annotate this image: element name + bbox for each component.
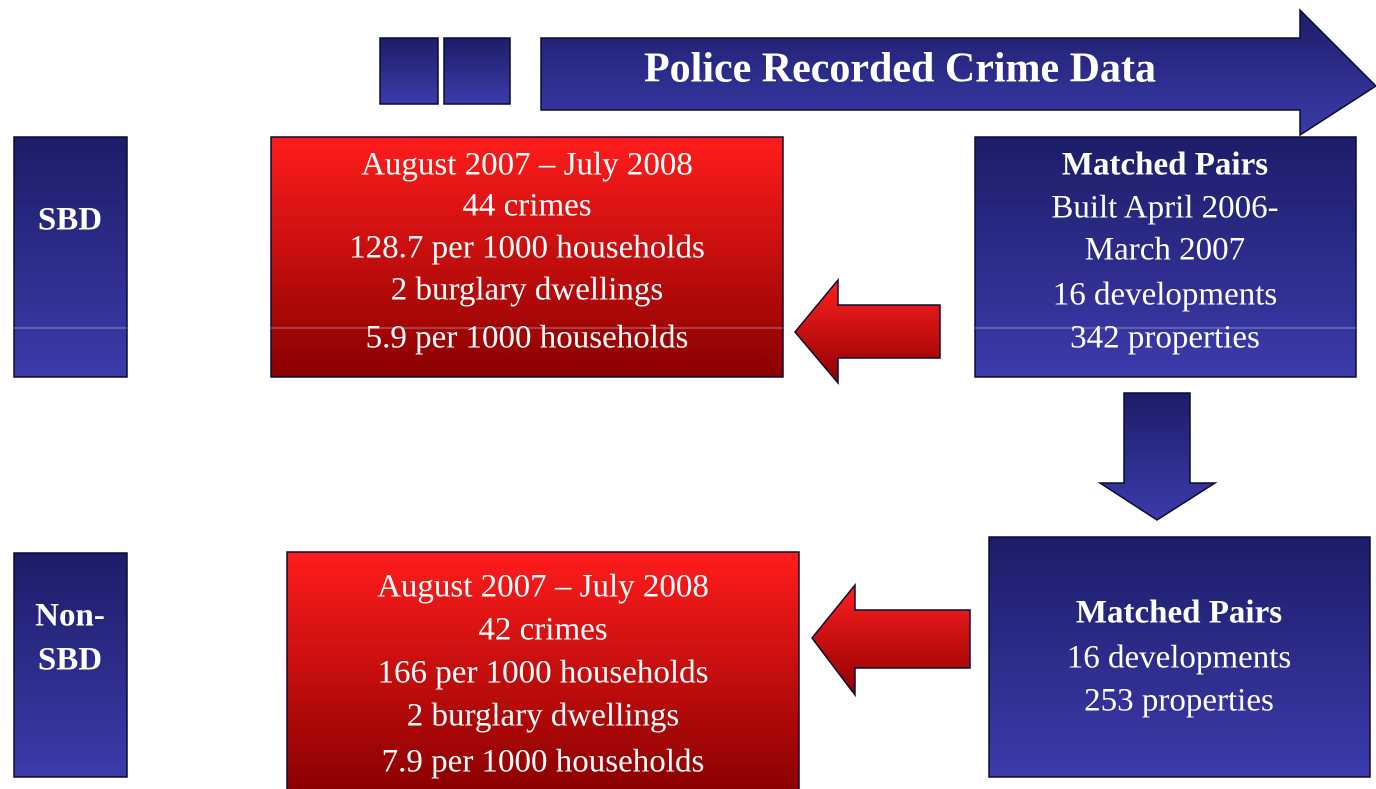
row-label: SBD: [38, 202, 102, 238]
title: Police Recorded Crime Data: [644, 46, 1156, 92]
sample-box: [974, 136, 1357, 378]
square: [443, 37, 511, 105]
left-arrow: [811, 582, 971, 698]
sample-line: 16 developments: [1067, 640, 1292, 676]
result-line: 166 per 1000 households: [378, 655, 709, 691]
sample-line: March 2007: [1085, 232, 1245, 268]
square: [379, 37, 439, 105]
non-sbd-bar: [13, 552, 128, 778]
sample-heading: Matched Pairs: [1076, 595, 1282, 631]
row-label: Non-: [35, 598, 105, 634]
sample-heading: Matched Pairs: [1062, 147, 1268, 183]
sample-line: 16 developments: [1053, 277, 1278, 313]
row-label: SBD: [38, 642, 102, 678]
result-line: 5.9 per 1000 households: [366, 320, 689, 356]
left-arrow: [794, 277, 941, 386]
result-line: 42 crimes: [478, 612, 607, 648]
result-line: 7.9 per 1000 households: [382, 744, 705, 780]
result-line: 128.7 per 1000 households: [349, 230, 705, 266]
sample-line: Built April 2006-: [1051, 190, 1278, 226]
results-box: [270, 136, 784, 378]
title-arrow: [540, 8, 1376, 137]
result-line: 2 burglary dwellings: [391, 272, 664, 308]
down-arrow: [1097, 392, 1218, 521]
sbd-bar: [13, 136, 128, 378]
results-box: [286, 551, 800, 789]
result-line: 2 burglary dwellings: [407, 698, 680, 734]
result-line: August 2007 – July 2008: [361, 147, 693, 183]
result-line: August 2007 – July 2008: [377, 569, 709, 605]
sample-line: 253 properties: [1084, 683, 1274, 719]
sample-box: [988, 536, 1371, 778]
result-line: 44 crimes: [462, 188, 591, 224]
sample-line: 342 properties: [1070, 320, 1260, 356]
